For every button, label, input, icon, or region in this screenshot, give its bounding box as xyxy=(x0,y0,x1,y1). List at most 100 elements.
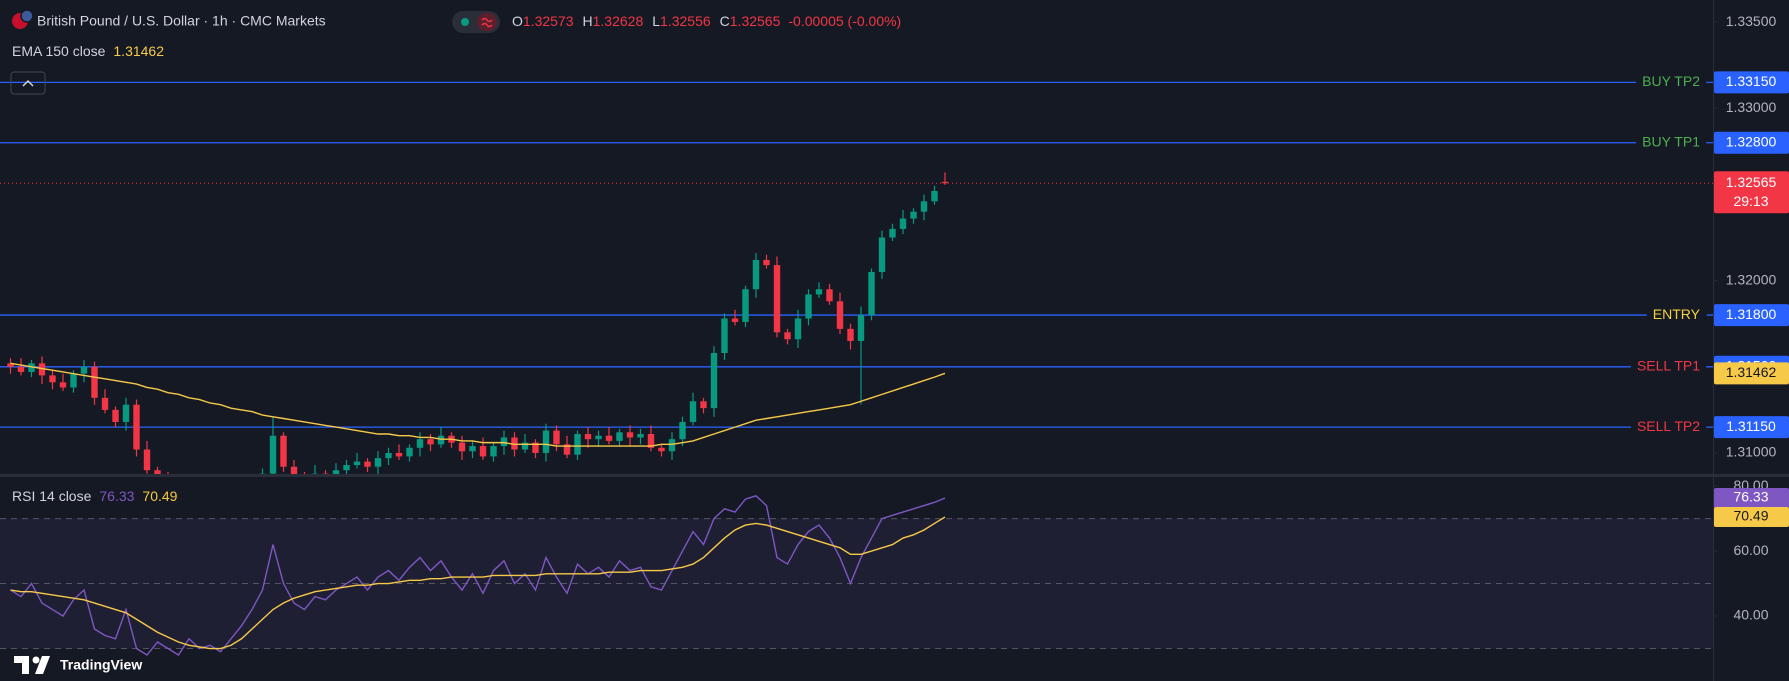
countdown-label: 29:13 xyxy=(1733,193,1768,209)
collapse-button[interactable] xyxy=(10,71,46,95)
candle-body xyxy=(626,432,634,438)
candle-body xyxy=(584,434,592,440)
ohlc-value: 1.32565 xyxy=(730,13,781,29)
candle-body xyxy=(112,409,119,422)
price-line-tag xyxy=(1714,416,1789,439)
candle-body xyxy=(658,447,665,452)
candle-body xyxy=(794,318,802,340)
logo-shape xyxy=(35,656,50,674)
collapse-icon xyxy=(22,79,34,87)
symbol-title: British Pound / U.S. Dollar · 1h · CMC M… xyxy=(37,13,326,29)
candle-body xyxy=(752,259,760,290)
rsi-pane xyxy=(0,495,1713,656)
candle-body xyxy=(122,404,130,422)
price-line-label: SELL TP1 xyxy=(1637,357,1700,373)
price-line-label: BUY TP2 xyxy=(1642,73,1700,89)
last-price-label: 1.32565 xyxy=(1726,174,1777,190)
ohlc-value: 1.32628 xyxy=(593,13,644,29)
rsi-legend: RSI 14 close 76.33 70.49 xyxy=(12,488,178,504)
candle-body xyxy=(647,434,655,448)
candle-body xyxy=(101,397,109,410)
candle-body xyxy=(91,366,98,398)
candle-body xyxy=(836,301,844,329)
candle-body xyxy=(269,435,277,474)
candle-body xyxy=(311,473,319,474)
candle-body xyxy=(332,470,340,474)
candle-body xyxy=(532,442,539,453)
candle-body xyxy=(322,473,329,474)
candle-body xyxy=(815,289,823,295)
rsi-value: 70.49 xyxy=(142,488,177,504)
y-tick-label: 40.00 xyxy=(1733,607,1768,623)
ohlc-letter: O xyxy=(512,13,523,29)
candle-body xyxy=(385,452,392,459)
rsi-name: RSI 14 close xyxy=(12,488,92,504)
ohlc-value: 1.32573 xyxy=(523,13,574,29)
logo-shape xyxy=(14,656,29,663)
candle-body xyxy=(49,375,56,383)
change-value: -0.00005 (-0.00%) xyxy=(788,13,901,29)
candle-body xyxy=(784,332,791,340)
candle-body xyxy=(133,404,140,450)
candle-body xyxy=(374,458,382,467)
candle-body xyxy=(899,218,907,229)
series-line xyxy=(10,516,946,650)
candle-body xyxy=(763,259,770,266)
candle-body xyxy=(910,211,917,219)
last-price-tag xyxy=(1714,171,1789,214)
candle-body xyxy=(605,435,613,441)
candle-body xyxy=(847,328,854,341)
candle-body xyxy=(469,446,476,452)
brand-logo: TradingView xyxy=(14,656,142,674)
price-line-label-bg xyxy=(1646,305,1707,326)
price-line-label-bg xyxy=(1636,132,1707,153)
candle-body xyxy=(353,461,361,466)
candle-body xyxy=(143,449,151,471)
candle-body xyxy=(290,466,298,474)
candle-body xyxy=(742,289,749,322)
status-toggle xyxy=(477,13,497,31)
price-line-label: ENTRY xyxy=(1653,306,1701,322)
ema-name: EMA 150 close xyxy=(12,43,106,59)
rsi-value: 76.33 xyxy=(99,488,134,504)
candle-body xyxy=(731,318,739,322)
ohlc-letter: H xyxy=(583,13,593,29)
y-tick-label: 1.33500 xyxy=(1726,13,1777,29)
candle-body xyxy=(637,434,644,438)
candle-body xyxy=(878,237,886,272)
price-line-tag xyxy=(1714,71,1789,94)
candle-body xyxy=(857,315,865,341)
price-line-tag xyxy=(1714,131,1789,154)
y-tick-label: 1.33000 xyxy=(1726,99,1777,115)
ema-tag xyxy=(1714,362,1789,385)
price-line-tag-label: 1.33150 xyxy=(1726,73,1777,89)
logo-shape xyxy=(22,656,29,674)
ema-legend: EMA 150 close 1.31462 xyxy=(12,43,164,59)
candle-body xyxy=(154,470,161,474)
candle-body xyxy=(416,439,424,448)
y-tick-label: 1.31000 xyxy=(1726,444,1777,460)
candle-body xyxy=(395,452,403,457)
candle-body xyxy=(553,430,560,445)
candle-body xyxy=(773,265,781,333)
status-icon xyxy=(481,17,493,28)
candle-body xyxy=(616,432,623,441)
price-line-tag-label: 1.32800 xyxy=(1726,133,1777,149)
candle-body xyxy=(490,446,497,457)
price-line-label-bg xyxy=(1636,72,1707,93)
brand-name: TradingView xyxy=(60,657,142,673)
series-line xyxy=(10,495,946,656)
candle-body xyxy=(458,442,466,452)
status-dot xyxy=(461,18,469,26)
y-tick-label: 60.00 xyxy=(1733,542,1768,558)
candle-body xyxy=(70,373,77,388)
ema-tag-label: 1.31462 xyxy=(1726,364,1777,380)
candle-body xyxy=(427,439,434,445)
ohlc-letter: C xyxy=(720,13,730,29)
candle-body xyxy=(7,363,14,367)
ohlc-value: 1.32556 xyxy=(660,13,711,29)
candle-body xyxy=(38,363,46,376)
candle-body xyxy=(721,318,728,354)
candle-body xyxy=(710,353,718,409)
